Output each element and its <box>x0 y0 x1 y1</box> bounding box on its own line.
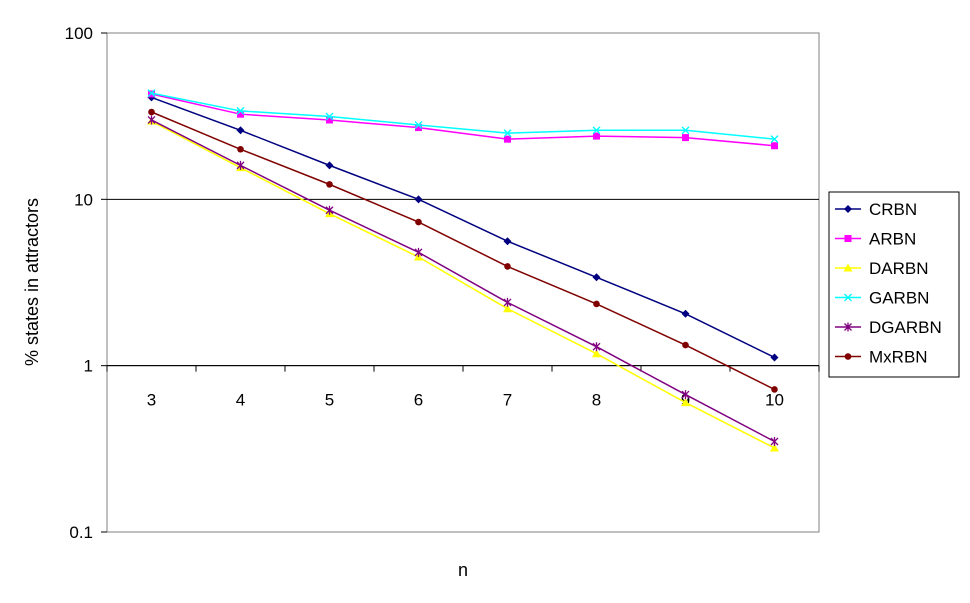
series-mxrbn <box>148 108 778 393</box>
x-tick-label: 5 <box>325 391 334 410</box>
legend-item-arbn: ARBN <box>835 230 916 249</box>
y-tick-label: 0.1 <box>69 523 93 542</box>
data-point <box>592 273 601 282</box>
x-tick-label: 4 <box>236 391 245 410</box>
data-point <box>503 129 512 138</box>
series-line <box>151 92 775 140</box>
data-point <box>503 237 512 246</box>
data-point <box>592 126 601 135</box>
legend-item-garbn: GARBN <box>835 289 929 308</box>
x-tick-label: 6 <box>414 391 423 410</box>
y-tick-label: 100 <box>65 24 93 43</box>
series-crbn <box>147 93 779 362</box>
data-point <box>147 115 156 125</box>
data-point <box>504 263 511 270</box>
x-tick-label: 10 <box>765 391 784 410</box>
data-point <box>414 247 423 257</box>
legend-label: ARBN <box>869 230 916 249</box>
data-point <box>414 195 423 204</box>
data-point <box>236 106 245 115</box>
series-line <box>151 93 775 147</box>
x-tick-label: 7 <box>503 391 512 410</box>
legend-item-dgarbn: DGARBN <box>835 318 942 337</box>
legend-item-darbn: DARBN <box>835 259 929 278</box>
data-point <box>325 161 334 170</box>
series-layer <box>147 89 779 452</box>
series-line <box>151 111 775 391</box>
x-axis-label: n <box>458 560 468 580</box>
data-point <box>770 135 779 144</box>
series-line <box>151 96 775 359</box>
legend-marker <box>844 235 852 242</box>
y-axis-tick-labels: 0.1 1 10 100 <box>65 24 93 542</box>
data-point <box>681 390 690 400</box>
data-point <box>414 120 423 129</box>
legend-label: DARBN <box>869 259 929 278</box>
data-point <box>681 398 690 407</box>
legend-box <box>828 191 960 378</box>
data-point <box>682 341 689 349</box>
data-point <box>503 304 512 313</box>
data-point <box>237 110 244 118</box>
data-point <box>326 181 333 188</box>
legend-item-crbn: CRBN <box>835 200 917 219</box>
series-line <box>151 119 775 443</box>
data-point <box>503 297 512 307</box>
data-point <box>236 126 245 135</box>
legend-marker <box>844 322 852 332</box>
data-point <box>682 134 689 142</box>
data-point <box>770 437 779 447</box>
data-point <box>148 108 155 116</box>
legend-marker <box>844 293 852 302</box>
legend-marker <box>844 205 852 213</box>
series-dgarbn <box>147 115 779 447</box>
data-point <box>504 135 511 143</box>
data-point <box>770 353 779 362</box>
x-tick-label: 3 <box>147 391 156 410</box>
legend-label: GARBN <box>869 289 929 308</box>
series-garbn <box>147 89 779 144</box>
data-point <box>415 124 422 132</box>
legend-item-mxrbn: MxRBN <box>835 348 928 367</box>
data-point <box>237 145 244 153</box>
data-point <box>681 126 690 135</box>
x-tick-label: 8 <box>592 391 601 410</box>
data-point <box>325 112 334 121</box>
data-point <box>681 309 690 318</box>
gridlines <box>101 32 820 533</box>
legend-marker <box>844 353 852 360</box>
legend-marker <box>843 263 853 272</box>
data-point <box>415 218 422 226</box>
data-point <box>592 349 601 358</box>
data-point <box>593 300 600 308</box>
data-point <box>771 142 778 150</box>
legend: CRBN ARBN DARBN GARBN DGARBN MxRBN <box>828 191 960 378</box>
data-point <box>147 89 156 98</box>
legend-label: DGARBN <box>869 318 942 337</box>
data-point <box>771 386 778 393</box>
y-tick-label: 1 <box>84 357 93 376</box>
series-line <box>151 120 775 449</box>
legend-label: CRBN <box>869 200 917 219</box>
data-point <box>326 116 333 124</box>
data-point <box>325 205 334 215</box>
data-point <box>593 132 600 140</box>
legend-label: MxRBN <box>869 348 928 367</box>
y-tick-label: 10 <box>74 190 93 209</box>
data-point <box>770 443 779 452</box>
y-axis-label: % states in attractors <box>22 198 42 366</box>
data-point <box>592 342 601 352</box>
data-point <box>236 160 245 170</box>
